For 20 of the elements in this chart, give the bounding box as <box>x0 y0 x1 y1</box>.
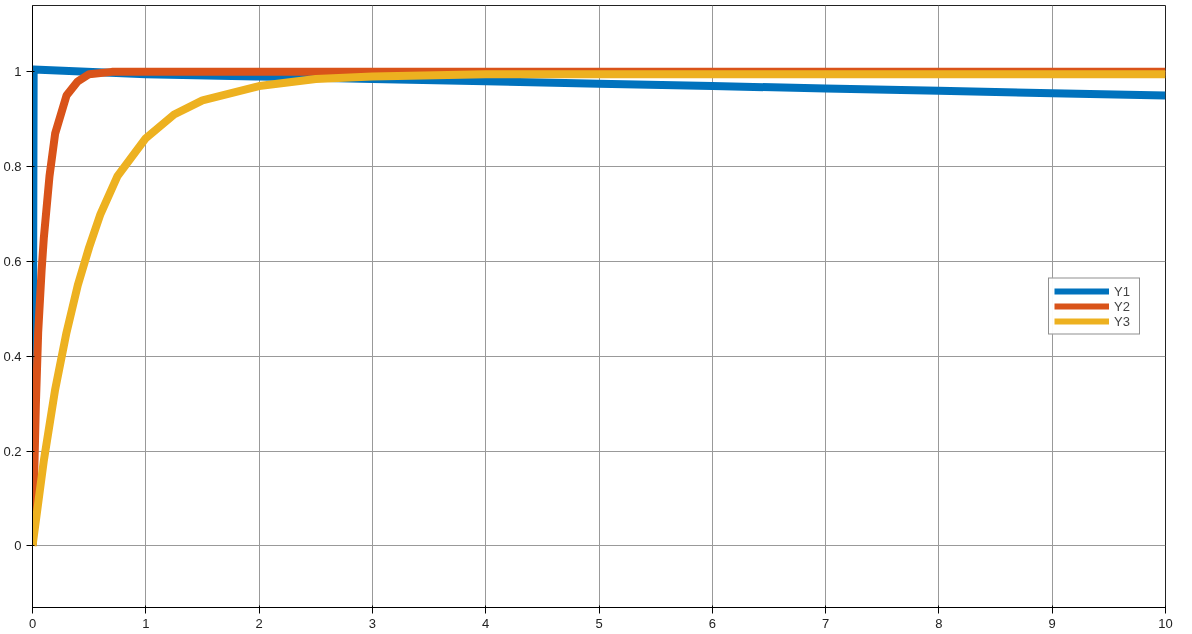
x-tick-label: 4 <box>482 615 490 631</box>
y-tick-label: 0.4 <box>3 348 22 364</box>
x-tick-label: 8 <box>935 615 943 631</box>
x-tick-label: 2 <box>255 615 263 631</box>
x-tick-label: 10 <box>1158 615 1173 631</box>
legend-label: Y1 <box>1114 283 1131 299</box>
y-tick-label: 0.6 <box>3 253 22 269</box>
x-tick-label: 6 <box>708 615 716 631</box>
x-tick-label: 9 <box>1048 615 1056 631</box>
x-tick-label: 3 <box>368 615 377 631</box>
x-tick-label: 1 <box>142 615 150 631</box>
y-tick-label: 0.8 <box>3 159 22 175</box>
legend-label: Y2 <box>1114 298 1131 314</box>
x-tick-label: 7 <box>821 615 830 631</box>
x-tick-label: 5 <box>595 615 603 631</box>
y-tick-label: 0.2 <box>3 443 22 459</box>
legend-label: Y3 <box>1114 313 1131 329</box>
y-tick-label: 1 <box>14 64 22 80</box>
x-tick-label: 0 <box>28 615 37 631</box>
y-tick-label: 0 <box>14 538 22 554</box>
